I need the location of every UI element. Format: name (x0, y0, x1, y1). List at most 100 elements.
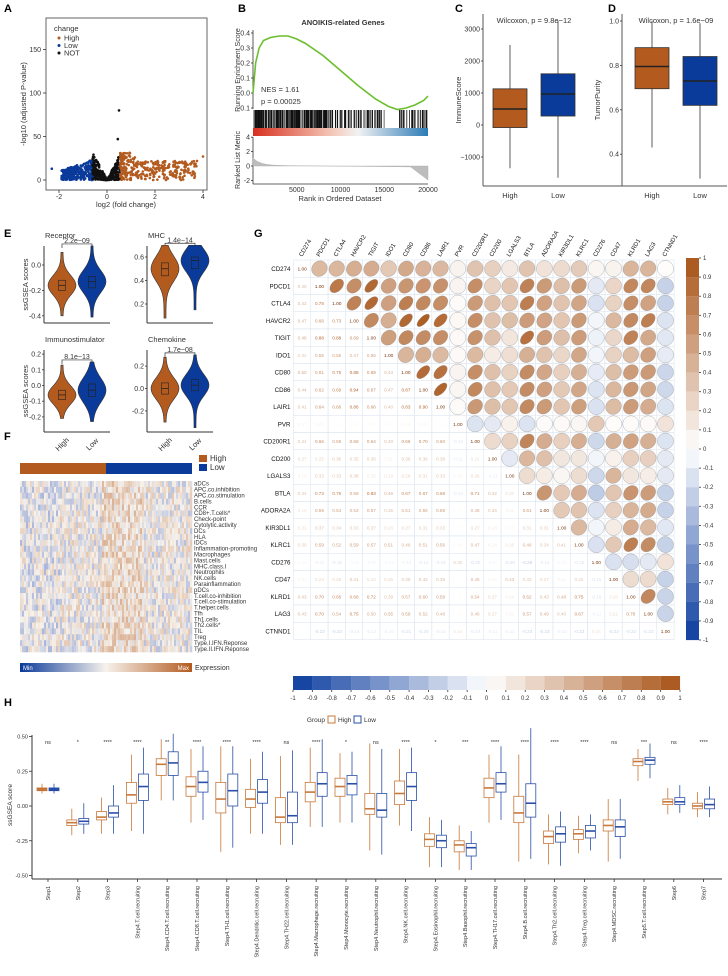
significance-label: **** (133, 740, 142, 746)
heatmap-cell (124, 622, 127, 629)
heatmap-cell (70, 634, 73, 641)
corr-value: 0.88 (315, 336, 324, 341)
y-tick-label: -0.1 (29, 399, 41, 406)
corr-row-label: HAVCR2 (266, 318, 291, 325)
heatmap-cell (120, 486, 123, 494)
heatmap-cell (76, 516, 79, 523)
heatmap-cell (180, 634, 183, 641)
heatmap-cell (186, 581, 189, 588)
heatmap-cell (112, 522, 115, 529)
hbar-segment (331, 676, 352, 690)
heatmap-cell (86, 498, 89, 505)
heatmap-cell (160, 598, 163, 606)
heatmap-cell (170, 622, 173, 629)
heatmap-cell (132, 628, 135, 635)
heatmap-cell (114, 486, 117, 494)
heatmap-cell (84, 593, 87, 600)
heatmap-cell (106, 610, 109, 617)
corr-ellipse (640, 381, 656, 398)
volcano-point (125, 162, 129, 166)
heatmap-cell (138, 610, 141, 617)
heatmap-cell (110, 575, 113, 582)
heatmap-cell (34, 622, 37, 629)
corr-ellipse (467, 330, 483, 346)
heatmap-cell (84, 557, 87, 564)
corr-ellipse (605, 501, 622, 519)
heatmap-cell (56, 616, 59, 623)
corr-ellipse (398, 330, 414, 345)
colorbar-tick-label: 1 (703, 256, 707, 262)
heatmap-cell (48, 634, 51, 641)
heatmap-cell (50, 510, 53, 517)
heatmap-cell (62, 481, 65, 488)
heatmap-cell (176, 516, 179, 523)
heatmap-cell (114, 622, 117, 629)
volcano-point (134, 171, 138, 175)
heatmap-cell (78, 622, 81, 629)
heatmap-cell (174, 545, 177, 553)
heatmap-cell (130, 510, 133, 517)
heatmap-cell (74, 557, 77, 564)
corr-value: -0.14 (470, 629, 481, 634)
corr-value: 0.32 (453, 560, 462, 565)
volcano-point (113, 170, 116, 174)
volcano-point (71, 170, 75, 173)
heatmap-cell (86, 634, 89, 641)
heatmap-cell (116, 593, 119, 600)
heatmap-cell (22, 622, 25, 629)
volcano-point (82, 172, 86, 176)
heatmap-cell (90, 498, 93, 505)
corr-ellipse (640, 537, 656, 553)
heatmap-cell (168, 557, 171, 564)
heatmap-cell (26, 593, 29, 600)
heatmap-cell (168, 510, 171, 517)
heatmap-cell (176, 563, 179, 570)
heatmap-cell (80, 481, 83, 488)
volcano-point (116, 160, 120, 163)
heatmap-cell (104, 504, 107, 511)
heatmap-cell (140, 581, 143, 588)
heatmap-cell (146, 598, 149, 606)
heatmap-cell (122, 598, 125, 606)
heatmap-cell (46, 598, 49, 606)
heatmap-cell (166, 587, 169, 594)
corr-value: 0.69 (367, 370, 376, 375)
heatmap-cell (84, 640, 87, 647)
heatmap-cell (98, 516, 101, 523)
heatmap-cell (80, 616, 83, 623)
heatmap-cell (166, 528, 169, 535)
heatmap-cell (160, 534, 163, 541)
heatmap-cell (78, 598, 81, 606)
heatmap-cell (24, 534, 27, 541)
heatmap-cell (54, 539, 57, 547)
corr-value: 0.01 (298, 629, 307, 634)
heatmap-cell (86, 622, 89, 629)
heatmap-cell (180, 504, 183, 511)
corr-value: 0.51 (419, 543, 428, 548)
heatmap-cell (142, 539, 145, 547)
heatmap-cell (124, 545, 127, 553)
heatmap-cell (32, 510, 35, 517)
heatmap-cell (166, 551, 169, 558)
heatmap-cell (122, 593, 125, 600)
heatmap-cell (102, 516, 105, 523)
heatmap-cell (142, 616, 145, 623)
heatmap-cell (20, 545, 23, 553)
heatmap-row-label: T.cell.co-inhibition (194, 594, 241, 600)
heatmap-cell (184, 616, 187, 623)
corr-value: 0.38 (436, 456, 445, 461)
expression-colorbar (20, 663, 192, 672)
heatmap-cell (52, 534, 55, 541)
heatmap-cell (94, 622, 97, 629)
heatmap-cell (106, 551, 109, 558)
corr-value: 0.21 (471, 456, 480, 461)
heatmap-cell (90, 563, 93, 570)
heatmap-cell (190, 640, 193, 647)
heatmap-cell (158, 622, 161, 629)
heatmap-cell (176, 575, 179, 582)
heatmap-cell (188, 616, 191, 623)
heatmap-cell (34, 551, 37, 558)
corr-ellipse (640, 295, 656, 311)
heatmap-cell (144, 616, 147, 623)
heatmap-cell (64, 640, 67, 647)
